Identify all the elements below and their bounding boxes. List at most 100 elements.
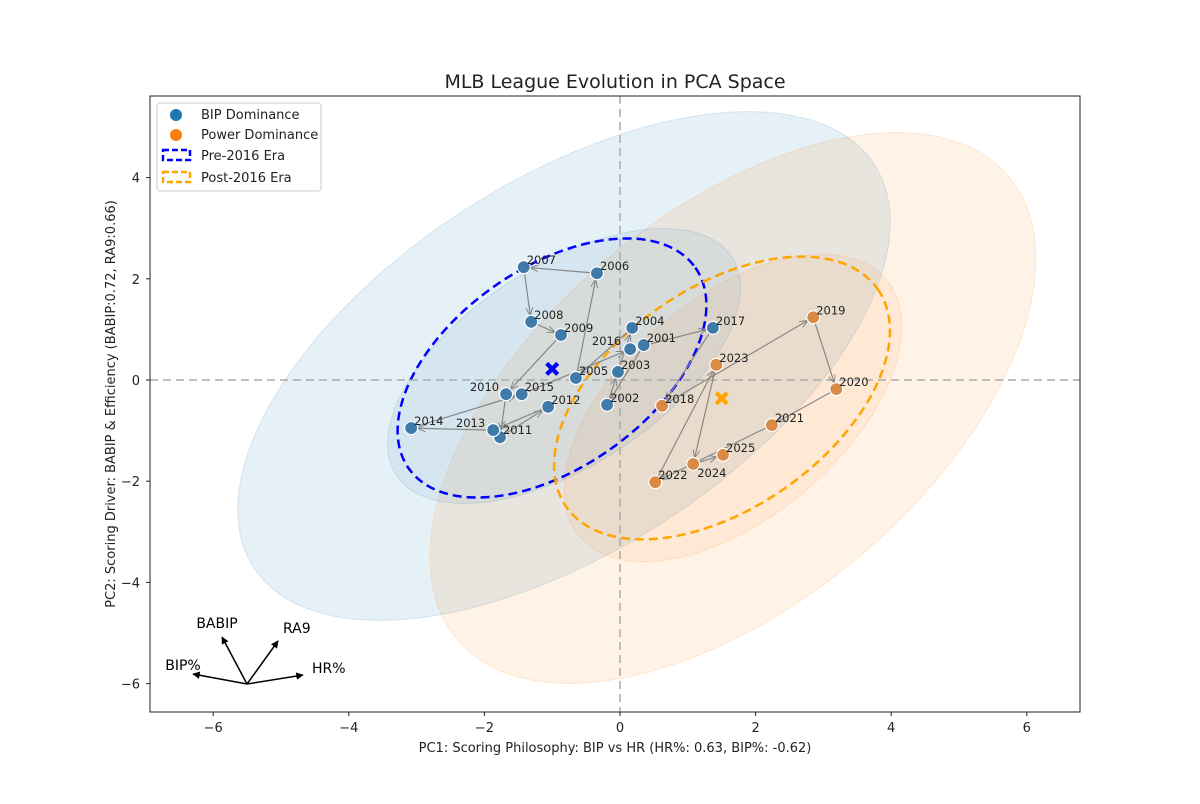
loading-label: HR%	[312, 661, 346, 677]
point-label: 2013	[456, 416, 485, 430]
era-centroids	[545, 361, 729, 406]
point-2017: 2017	[705, 314, 745, 335]
point-marker	[516, 260, 531, 275]
point-label: 2025	[726, 441, 755, 455]
point-label: 2021	[775, 411, 804, 425]
point-label: 2022	[658, 468, 687, 482]
point-marker	[648, 475, 663, 490]
x-axis-label: PC1: Scoring Philosophy: BIP vs HR (HR%:…	[419, 741, 812, 756]
trajectory-arrow-2001-2002	[610, 344, 645, 400]
point-2008: 2008	[524, 308, 563, 329]
point-marker	[524, 314, 539, 329]
point-marker	[600, 397, 615, 412]
point-marker	[486, 422, 501, 438]
point-marker	[764, 417, 779, 433]
point-2010: 2010	[470, 380, 514, 402]
y-axis-label: PC2: Scoring Driver: BABIP & Efficiency …	[104, 200, 119, 608]
legend-marker-bip	[170, 109, 182, 121]
point-marker	[686, 456, 701, 472]
loading-arrow	[221, 636, 248, 685]
point-marker	[654, 398, 670, 413]
point-2016: 2016	[592, 334, 638, 357]
point-2002: 2002	[600, 391, 639, 412]
trajectory-arrow-2017-2018	[665, 327, 714, 401]
legend-marker-power	[170, 129, 182, 141]
x-tick-label: −4	[339, 721, 358, 736]
x-tick-label: 6	[1023, 721, 1031, 736]
point-label: 2017	[716, 314, 745, 328]
point-marker	[829, 382, 844, 397]
centroid-marker-pre	[545, 361, 560, 376]
point-marker	[541, 399, 556, 414]
point-2018: 2018	[654, 392, 694, 413]
trajectory-arrow-2014-2015	[411, 396, 516, 429]
point-label: 2024	[697, 466, 726, 480]
point-label: 2009	[564, 321, 593, 335]
loading-babip: BABIP	[196, 616, 248, 685]
trajectory-arrow-2023-2024	[695, 364, 717, 458]
point-2024: 2024	[686, 456, 727, 480]
point-2007: 2007	[516, 253, 556, 275]
point-2012: 2012	[541, 393, 580, 414]
y-tick-label: −6	[121, 678, 140, 693]
point-2021: 2021	[764, 411, 804, 433]
point-label: 2018	[665, 392, 694, 406]
point-marker	[589, 266, 605, 281]
loading-arrows: BABIP RA9 BIP% HR%	[165, 616, 346, 685]
post-era-dashed-ellipse	[552, 255, 892, 541]
era-ellipses	[237, 111, 1037, 684]
point-2006: 2006	[589, 259, 629, 281]
point-label: 2001	[647, 331, 676, 345]
point-marker	[709, 357, 724, 372]
point-label: 2014	[414, 414, 443, 428]
legend-box-post	[161, 170, 192, 184]
legend-label-power: Power Dominance	[201, 128, 318, 143]
loading-arrow	[246, 640, 279, 685]
loading-bip-pct: BIP%	[165, 658, 248, 685]
point-marker	[553, 327, 569, 343]
point-2014: 2014	[404, 414, 443, 436]
point-2025: 2025	[715, 441, 755, 462]
point-marker	[636, 337, 651, 353]
point-label: 2008	[534, 308, 563, 322]
reference-lines	[150, 96, 1080, 712]
loading-arrow	[192, 671, 248, 685]
centroid-marker-post	[714, 391, 729, 406]
point-2019: 2019	[806, 303, 846, 325]
point-marker	[705, 320, 720, 335]
loading-arrow	[246, 672, 304, 685]
point-marker	[568, 370, 584, 386]
trajectory-arrow-2018-2019	[661, 320, 808, 407]
point-label: 2019	[816, 303, 845, 317]
trajectory-arrow-2007-2008	[523, 267, 531, 316]
y-tick-label: −4	[121, 576, 140, 591]
point-2001: 2001	[636, 331, 676, 353]
point-marker	[404, 420, 419, 436]
trajectory-arrow-2019-2020	[812, 317, 834, 383]
pre-era-outer-ellipse	[237, 111, 891, 621]
x-tick-label: −2	[475, 721, 494, 736]
point-2023: 2023	[709, 351, 749, 372]
trajectory-arrow-2009-2010	[510, 334, 562, 390]
x-tick-label: 0	[616, 721, 624, 736]
loading-label: RA9	[283, 621, 311, 637]
point-2003: 2003	[610, 358, 650, 380]
legend-box-pre	[161, 148, 192, 162]
point-2022: 2022	[648, 468, 688, 490]
point-label: 2002	[610, 391, 639, 405]
point-marker	[514, 387, 529, 402]
trajectory-arrow-2021-2022	[661, 424, 773, 480]
point-2015: 2015	[514, 380, 554, 402]
legend-label-pre: Pre-2016 Era	[201, 149, 285, 164]
trajectory-arrow-2013-2014	[417, 428, 494, 430]
point-label: 2016	[592, 334, 621, 348]
point-label: 2011	[503, 423, 532, 437]
point-label: 2003	[621, 358, 650, 372]
legend: BIP Dominance Power Dominance Pre-2016 E…	[156, 102, 322, 192]
loading-hr-pct: HR%	[246, 661, 346, 685]
point-2005: 2005	[568, 364, 608, 386]
trajectory-arrow-2022-2023	[654, 370, 713, 483]
point-2020: 2020	[829, 375, 869, 397]
